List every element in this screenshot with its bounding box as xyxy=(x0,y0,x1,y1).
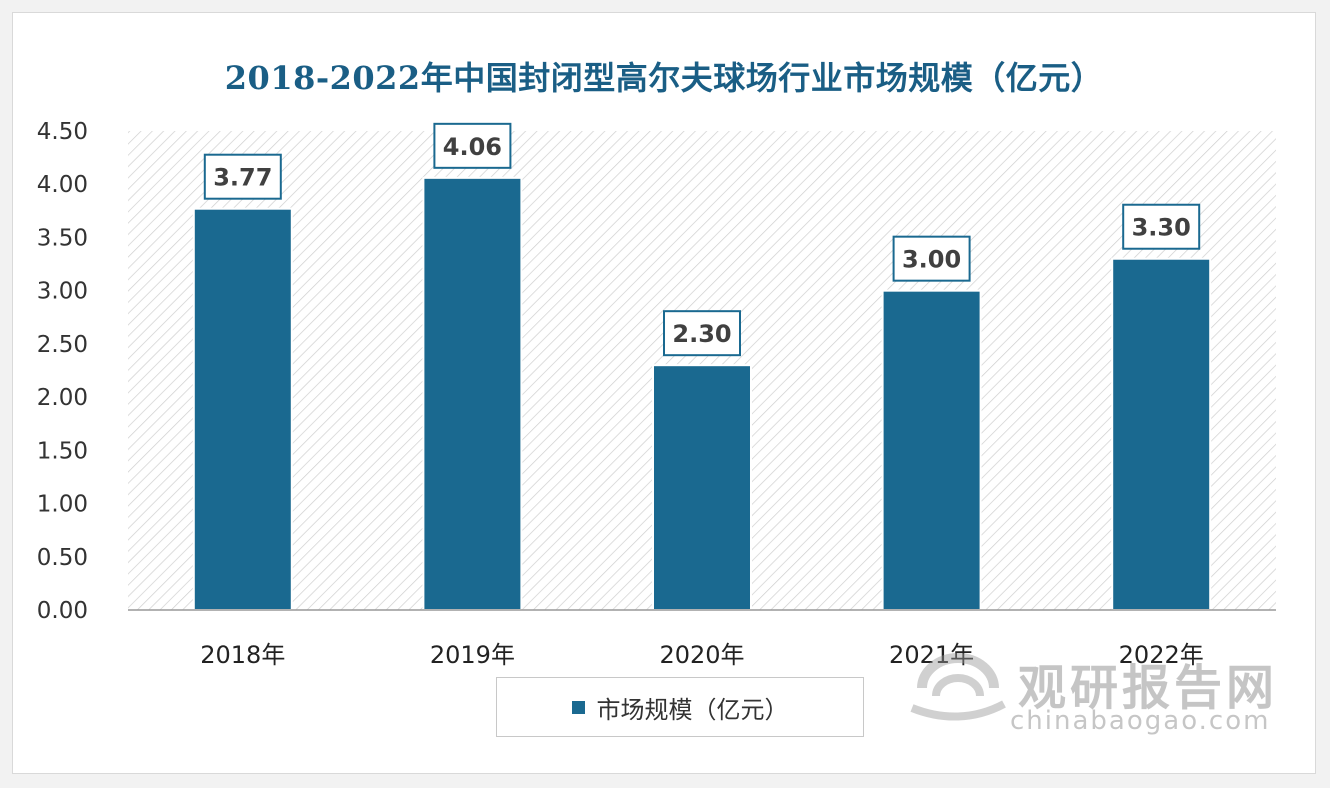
legend-label: 市场规模（亿元） xyxy=(596,695,789,724)
data-label: 4.06 xyxy=(443,133,502,161)
chart-title: 2018-2022年中国封闭型高尔夫球场行业市场规模（亿元） xyxy=(224,59,1104,97)
watermark-brand-cn: 观研报告网 xyxy=(1018,660,1279,716)
data-label-box xyxy=(433,122,512,169)
x-tick-label: 2020年 xyxy=(659,641,744,669)
y-tick-label: 4.00 xyxy=(37,172,88,198)
x-tick-label: 2021年 xyxy=(889,641,974,669)
y-tick-label: 2.50 xyxy=(37,332,88,358)
data-label: 3.00 xyxy=(902,246,961,274)
y-tick-label: 1.00 xyxy=(37,492,88,518)
x-tick-label: 2018年 xyxy=(200,641,285,669)
bar xyxy=(422,176,523,612)
bar xyxy=(1111,257,1212,611)
bar xyxy=(881,289,982,611)
y-tick-label: 4.50 xyxy=(37,119,88,145)
data-label-box xyxy=(1122,203,1201,250)
data-label-box xyxy=(892,235,971,282)
watermark-logo-icon xyxy=(910,653,1006,721)
data-label-box xyxy=(203,153,282,200)
y-tick-label: 3.00 xyxy=(37,279,88,305)
watermark-brand-en: chinabaogao.com xyxy=(1010,706,1271,736)
data-label: 3.30 xyxy=(1132,214,1191,242)
legend-swatch xyxy=(571,700,585,714)
data-label-box xyxy=(663,310,741,357)
y-tick-label: 2.00 xyxy=(37,385,88,411)
y-tick-label: 0.00 xyxy=(37,598,88,624)
bar xyxy=(192,207,293,611)
data-label: 2.30 xyxy=(672,320,731,348)
y-tick-label: 1.50 xyxy=(37,438,88,464)
legend: 市场规模（亿元） xyxy=(496,677,864,737)
bar xyxy=(652,364,752,611)
y-tick-label: 3.50 xyxy=(37,225,88,251)
x-tick-label: 2022年 xyxy=(1119,641,1204,669)
data-label: 3.77 xyxy=(213,164,272,192)
x-tick-label: 2019年 xyxy=(430,641,515,669)
y-tick-label: 0.50 xyxy=(37,545,88,571)
